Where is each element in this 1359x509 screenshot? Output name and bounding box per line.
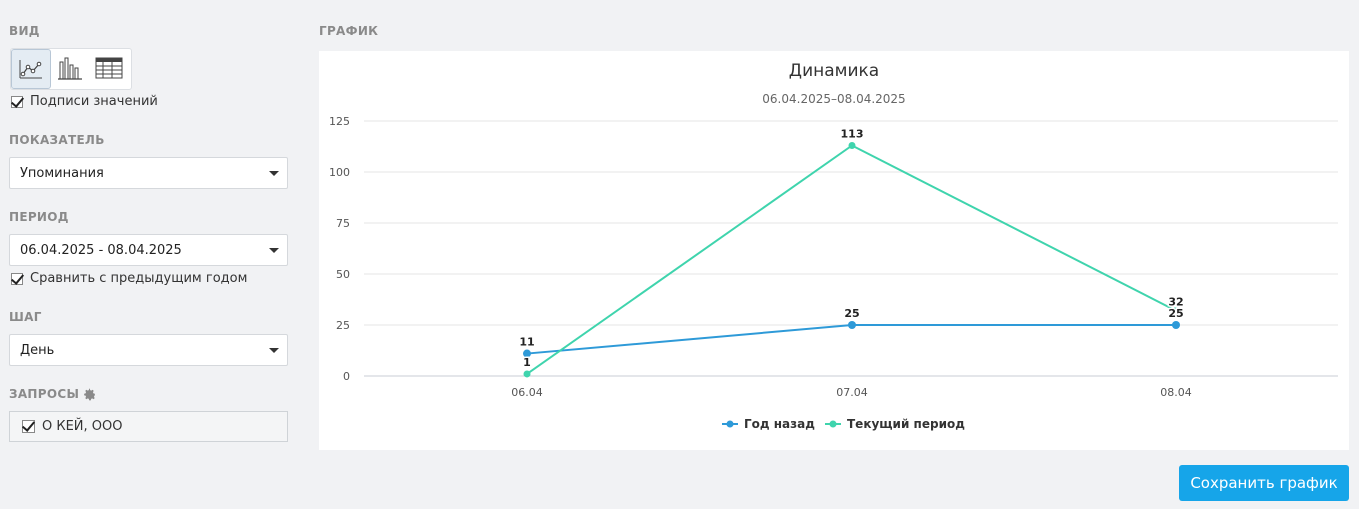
x-tick-label: 08.04 [1160, 386, 1192, 399]
legend-marker [726, 420, 734, 428]
chart-panel: Динамика 06.04.2025–08.04.2025 0 25 50 75 10… [319, 51, 1349, 450]
metric-select[interactable]: Упоминания [9, 157, 288, 189]
metric-section-title: ПОКАЗАТЕЛЬ [9, 133, 105, 147]
step-section-title: ШАГ [9, 310, 42, 324]
x-tick-label: 07.04 [836, 386, 868, 399]
data-label: 11 [519, 336, 534, 349]
table-icon [95, 57, 123, 79]
y-tick-label: 100 [329, 166, 350, 179]
checkbox-checked-icon[interactable] [11, 272, 23, 285]
x-tick-label: 06.04 [511, 386, 543, 399]
data-point [848, 321, 856, 329]
y-tick-label: 125 [329, 115, 350, 128]
data-label: 25 [1168, 307, 1183, 320]
series-line [526, 144, 1177, 375]
data-point [1172, 321, 1180, 329]
caret-down-icon [269, 171, 279, 176]
y-tick-label: 50 [336, 268, 350, 281]
show-values-checkbox[interactable]: Подписи значений [11, 94, 158, 109]
queries-title-text: ЗАПРОСЫ [9, 387, 80, 401]
period-select-value: 06.04.2025 - 08.04.2025 [20, 242, 182, 258]
line-chart: Динамика 06.04.2025–08.04.2025 025507510… [329, 61, 1338, 431]
legend-label: Текущий период [847, 417, 965, 431]
data-label: 25 [844, 307, 859, 320]
show-values-label: Подписи значений [30, 94, 158, 109]
data-point [848, 141, 856, 149]
bar-chart-icon [58, 57, 82, 80]
view-section-title: ВИД [9, 24, 40, 38]
gear-icon[interactable] [83, 388, 96, 401]
series-line [526, 324, 1176, 355]
queries-section-title: ЗАПРОСЫ [9, 387, 96, 401]
data-label: 113 [841, 127, 864, 140]
y-tick-label: 0 [343, 370, 350, 383]
chart-title: Динамика [789, 61, 879, 81]
table-view-button[interactable] [90, 49, 129, 87]
data-point [523, 370, 531, 378]
data-label: 32 [1168, 296, 1183, 309]
line-chart-icon [19, 60, 42, 79]
line-chart-view-button[interactable] [11, 49, 51, 89]
chart-subtitle: 06.04.2025–08.04.2025 [762, 92, 905, 106]
compare-label: Сравнить с предыдущим годом [30, 271, 248, 286]
period-select[interactable]: 06.04.2025 - 08.04.2025 [9, 234, 288, 266]
y-tick-label: 75 [336, 217, 350, 230]
checkbox-checked-icon[interactable] [22, 420, 35, 433]
step-select[interactable]: День [9, 334, 288, 366]
query-item[interactable]: О КЕЙ, ООО [9, 411, 288, 442]
view-switcher [10, 48, 132, 90]
save-chart-button[interactable]: Сохранить график [1179, 465, 1349, 501]
legend-marker [829, 420, 837, 428]
checkbox-checked-icon[interactable] [11, 95, 23, 108]
data-label: 1 [523, 356, 531, 369]
chart-section-title: ГРАФИК [319, 24, 379, 38]
data-point [1172, 307, 1180, 315]
bar-chart-view-button[interactable] [51, 49, 90, 87]
legend-label: Год назад [744, 417, 815, 431]
y-tick-label: 25 [336, 319, 350, 332]
caret-down-icon [269, 348, 279, 353]
compare-checkbox[interactable]: Сравнить с предыдущим годом [11, 271, 247, 286]
metric-select-value: Упоминания [20, 165, 104, 181]
caret-down-icon [269, 248, 279, 253]
step-select-value: День [20, 342, 55, 358]
period-section-title: ПЕРИОД [9, 210, 69, 224]
query-item-label: О КЕЙ, ООО [42, 419, 123, 434]
data-point [523, 349, 531, 358]
